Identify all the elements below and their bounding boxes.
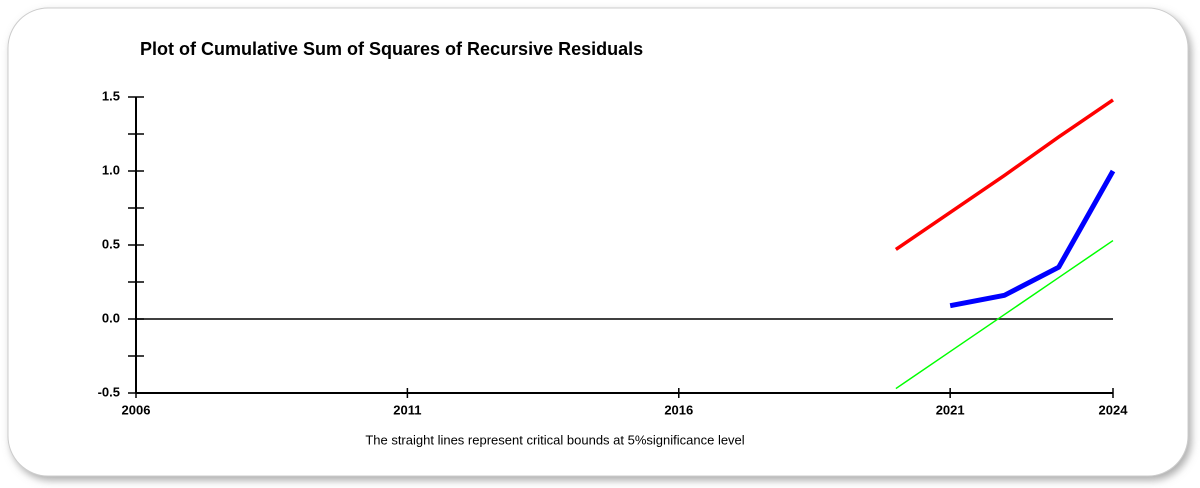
y-tick-label: 1.5 (102, 88, 120, 103)
series-line (895, 239, 1114, 390)
y-tick-label: 1.0 (102, 162, 120, 177)
y-tick-label: 0.0 (102, 310, 120, 325)
x-tick-label: 2011 (393, 402, 421, 417)
series-line (894, 98, 1114, 251)
y-tick-label: -0.5 (98, 384, 120, 399)
y-tick-label: 0.5 (102, 236, 120, 251)
x-tick-label: 2024 (1099, 402, 1129, 417)
series-line (949, 169, 1116, 309)
frame (7, 7, 1189, 477)
x-tick-label: 2006 (122, 402, 151, 417)
x-tick-label: 2021 (936, 402, 965, 417)
chart-title: Plot of Cumulative Sum of Squares of Rec… (140, 39, 643, 59)
x-tick-label: 2016 (664, 402, 693, 417)
footnote: The straight lines represent critical bo… (365, 432, 744, 447)
